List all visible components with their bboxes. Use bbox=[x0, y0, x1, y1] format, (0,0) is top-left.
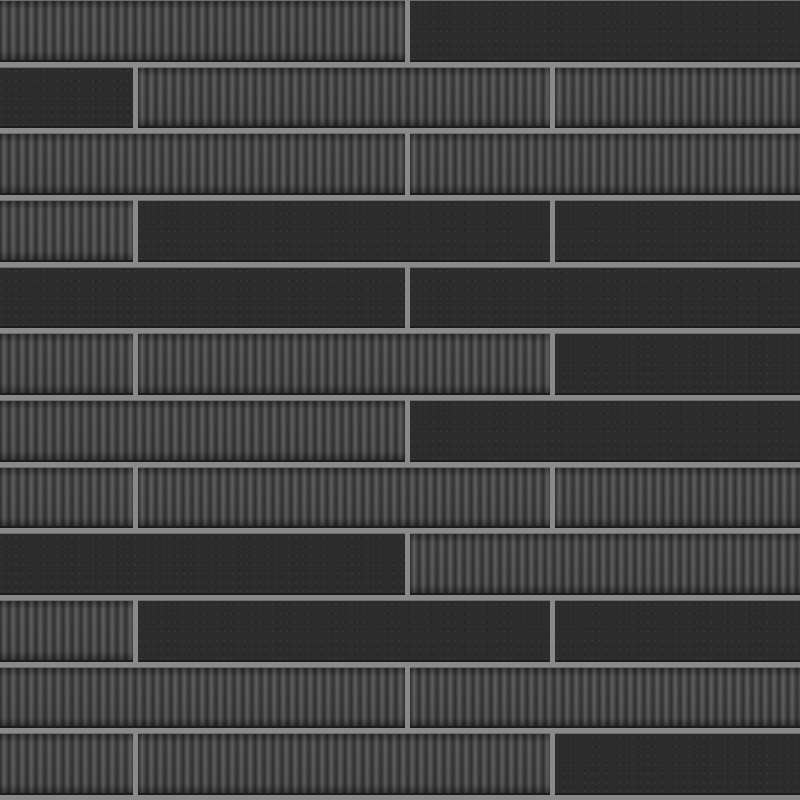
smooth-tile bbox=[555, 600, 800, 662]
smooth-tile bbox=[138, 200, 550, 262]
ribbed-tile bbox=[138, 467, 550, 528]
ribbed-tile bbox=[138, 733, 550, 795]
ribbed-tile bbox=[138, 333, 550, 395]
ribbed-tile bbox=[0, 733, 133, 795]
ribbed-tile bbox=[138, 67, 550, 128]
ribbed-tile bbox=[0, 600, 133, 662]
ribbed-tile bbox=[0, 333, 133, 395]
ribbed-tile bbox=[0, 133, 405, 195]
ribbed-tile bbox=[0, 200, 133, 262]
smooth-tile bbox=[0, 533, 405, 595]
smooth-tile bbox=[555, 333, 800, 395]
smooth-tile bbox=[410, 400, 800, 462]
ribbed-tile bbox=[0, 467, 133, 528]
smooth-tile bbox=[410, 0, 800, 62]
smooth-tile bbox=[410, 267, 800, 328]
smooth-tile bbox=[0, 267, 405, 328]
ribbed-tile bbox=[555, 67, 800, 128]
smooth-tile bbox=[555, 200, 800, 262]
ribbed-tile bbox=[410, 133, 800, 195]
smooth-tile bbox=[0, 67, 133, 128]
ribbed-tile bbox=[0, 400, 405, 462]
ribbed-tile bbox=[0, 667, 405, 728]
ribbed-tile bbox=[410, 667, 800, 728]
smooth-tile bbox=[555, 733, 800, 795]
ribbed-tile bbox=[410, 533, 800, 595]
smooth-tile bbox=[138, 600, 550, 662]
ribbed-tile bbox=[555, 467, 800, 528]
ribbed-tile bbox=[0, 0, 405, 62]
